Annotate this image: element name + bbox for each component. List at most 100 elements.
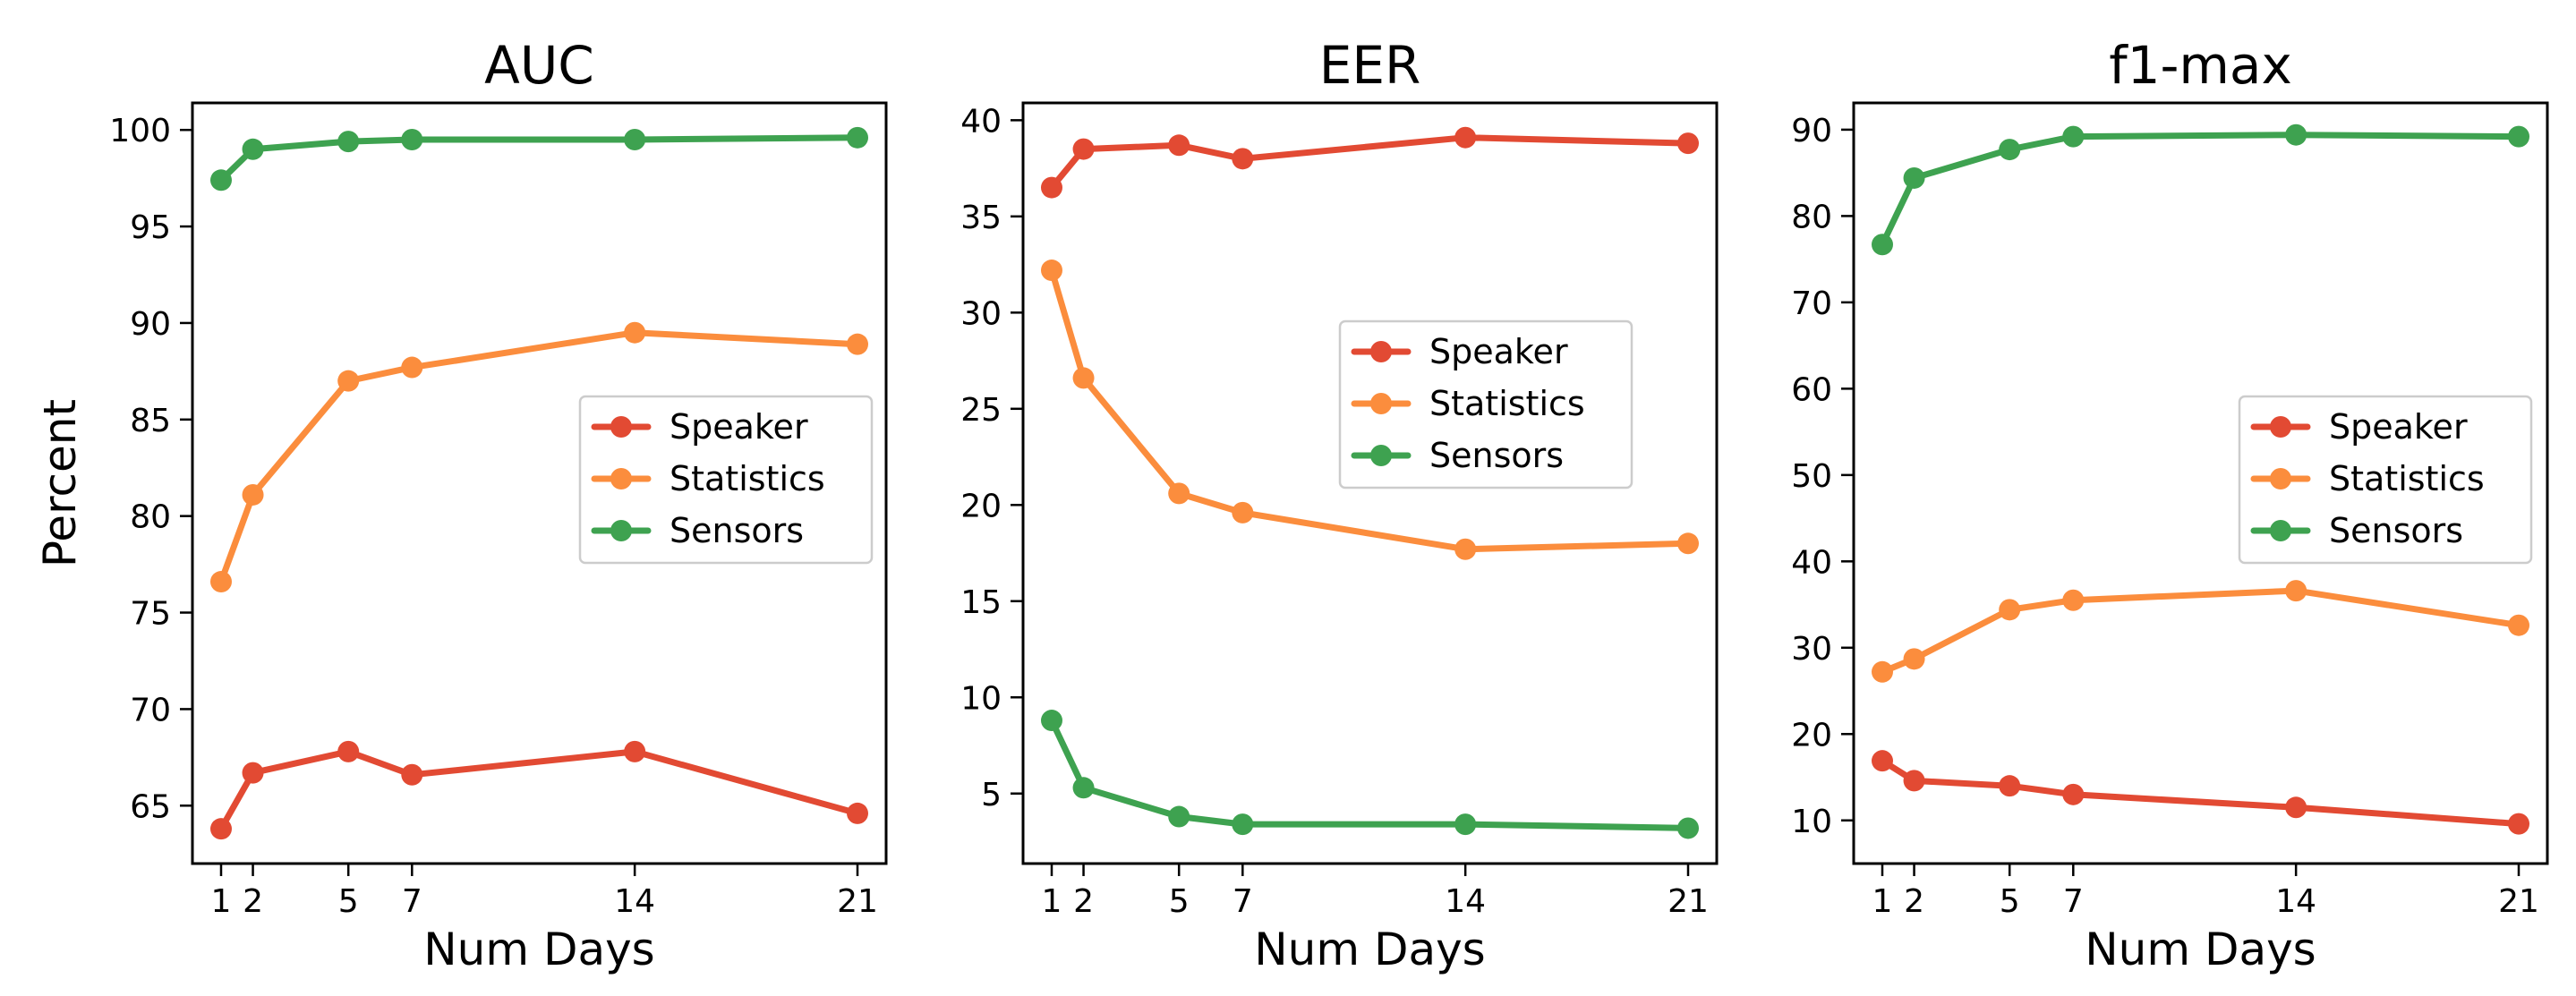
- data-point-sensors: [401, 128, 423, 150]
- data-point-speaker: [1903, 770, 1925, 792]
- data-point-statistics: [209, 571, 232, 593]
- data-point-sensors: [1454, 813, 1477, 836]
- legend-box: [1338, 319, 1633, 489]
- legend-label-speaker: Speaker: [670, 407, 808, 447]
- legend-marker-sensors: [1370, 445, 1392, 466]
- plot-area-frame: [1852, 101, 2549, 865]
- x-tick-label: 5: [1169, 883, 1190, 920]
- chart-panel-f1-max: f1-max Num Days 1 2 5 7 14 21 10 20 30 40 50 60 70 80 90…: [1791, 35, 2549, 975]
- legend-box: [578, 395, 874, 565]
- data-point-statistics: [2062, 589, 2085, 611]
- x-tick-label: 7: [1233, 883, 1253, 920]
- data-point-sensors: [1232, 813, 1254, 836]
- data-point-speaker: [1232, 148, 1254, 170]
- y-tick-label: 20: [960, 488, 1002, 524]
- y-tick-label: 40: [960, 103, 1002, 140]
- data-point-statistics: [1168, 482, 1190, 505]
- series-line-sensors: [1879, 132, 2522, 248]
- y-tick-label: 85: [130, 403, 171, 439]
- data-point-sensors: [1677, 817, 1700, 839]
- data-point-speaker: [1454, 126, 1477, 149]
- data-point-statistics: [1072, 367, 1095, 389]
- y-tick-label: 80: [1791, 199, 1832, 235]
- x-axis-label: Num Days: [2085, 924, 2316, 975]
- legend-label-statistics: Statistics: [2329, 459, 2485, 498]
- legend-marker-speaker: [1370, 341, 1392, 362]
- x-tick-label: 1: [1872, 883, 1893, 920]
- series-line-speaker: [1879, 757, 2522, 828]
- x-tick-label: 1: [211, 883, 232, 920]
- x-tick-label: 21: [837, 883, 878, 920]
- data-point-speaker: [1677, 132, 1700, 155]
- legend-label-statistics: Statistics: [670, 459, 825, 498]
- legend: Speaker Statistics Sensors: [578, 395, 874, 565]
- y-tick-label: 30: [960, 295, 1002, 332]
- x-axis-label: Num Days: [423, 924, 654, 975]
- y-tick-label: 35: [960, 200, 1002, 236]
- data-point-sensors: [337, 131, 360, 153]
- data-point-statistics: [624, 321, 646, 344]
- y-tick-label: 90: [130, 306, 171, 343]
- y-tick-label: 80: [130, 499, 171, 536]
- series-line-sensors: [218, 134, 861, 183]
- data-point-statistics: [1232, 501, 1254, 524]
- x-tick-label: 5: [338, 883, 359, 920]
- data-point-statistics: [2508, 614, 2530, 636]
- y-tick-label: 15: [960, 584, 1002, 621]
- data-point-speaker: [242, 762, 264, 784]
- data-point-statistics: [2285, 580, 2307, 602]
- series-line-sensors: [1048, 717, 1692, 831]
- y-tick-label: 40: [1791, 544, 1832, 581]
- y-tick-label: 20: [1791, 717, 1832, 753]
- y-tick-label: 50: [1791, 458, 1832, 495]
- data-point-statistics: [242, 483, 264, 506]
- data-point-sensors: [1999, 139, 2021, 161]
- data-point-speaker: [1168, 134, 1190, 157]
- x-tick-label: 21: [1668, 883, 1709, 920]
- legend-marker-statistics: [1370, 393, 1392, 414]
- legend-label-sensors: Sensors: [1429, 436, 1564, 475]
- x-tick-label: 1: [1042, 883, 1062, 920]
- data-point-sensors: [2062, 125, 2085, 148]
- data-point-statistics: [1903, 648, 1925, 670]
- chart-title: EER: [1319, 35, 1421, 96]
- x-tick-label: 7: [402, 883, 422, 920]
- x-tick-label: 2: [1073, 883, 1094, 920]
- data-point-statistics: [1871, 660, 1893, 683]
- chart-title: f1-max: [2109, 35, 2292, 96]
- legend-marker-statistics: [2270, 468, 2291, 489]
- x-tick-label: 14: [2275, 883, 2316, 920]
- legend-marker-sensors: [610, 520, 632, 541]
- data-point-statistics: [337, 370, 360, 392]
- y-tick-label: 5: [981, 777, 1002, 813]
- data-point-sensors: [1168, 805, 1190, 828]
- legend-marker-speaker: [610, 416, 632, 438]
- data-point-statistics: [1999, 599, 2021, 621]
- x-tick-label: 2: [243, 883, 263, 920]
- data-point-sensors: [1903, 166, 1925, 189]
- x-tick-label: 21: [2498, 883, 2539, 920]
- data-point-speaker: [2508, 813, 2530, 835]
- y-tick-label: 100: [109, 113, 171, 149]
- y-tick-label: 95: [130, 209, 171, 246]
- data-point-sensors: [2508, 125, 2530, 148]
- plot-area-frame: [191, 101, 888, 865]
- chart-panel-auc: AUC Num Days 1 2 5 7 14 21 65 70 75 80 85 90 95 100 Spea…: [109, 35, 888, 975]
- y-tick-label: 90: [1791, 113, 1832, 149]
- series-line-statistics: [1048, 267, 1692, 553]
- legend-marker-speaker: [2270, 416, 2291, 438]
- data-point-speaker: [1871, 750, 1893, 772]
- series-line-statistics: [1879, 587, 2522, 676]
- data-point-statistics: [401, 356, 423, 379]
- data-point-speaker: [2062, 783, 2085, 805]
- y-tick-label: 65: [130, 788, 171, 825]
- legend-label-sensors: Sensors: [670, 511, 804, 550]
- data-point-sensors: [624, 128, 646, 150]
- legend-label-statistics: Statistics: [1429, 384, 1585, 423]
- data-point-statistics: [1454, 538, 1477, 560]
- x-tick-label: 5: [2000, 883, 2020, 920]
- plot-area-frame: [1021, 101, 1719, 865]
- chart-title: AUC: [484, 35, 594, 96]
